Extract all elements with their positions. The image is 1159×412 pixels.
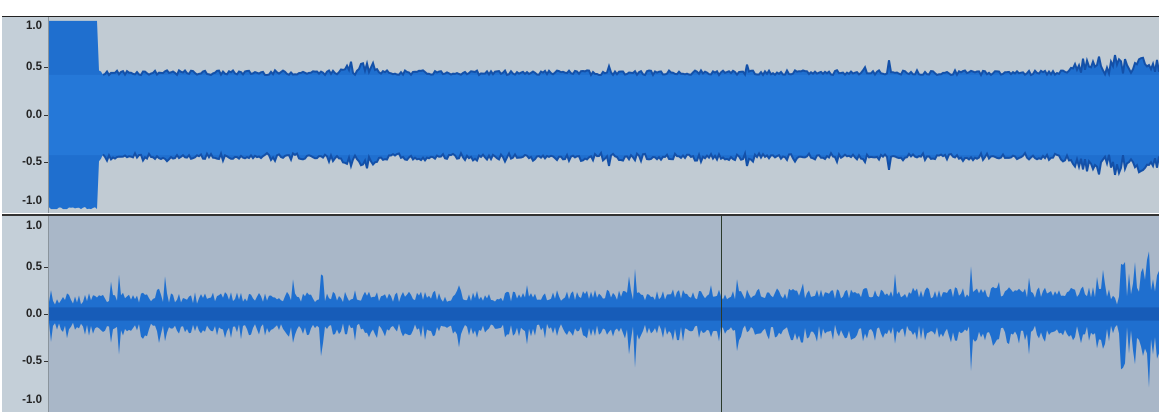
amplitude-ruler-track-1: 1.0 0.5 0.0 -0.5 -1.0: [2, 17, 49, 213]
amplitude-ruler-track-2: 1.0 0.5 0.0 -0.5 -1.0: [2, 216, 49, 412]
ruler-tick: [44, 314, 48, 315]
audio-track-1[interactable]: 1.0 0.5 0.0 -0.5 -1.0: [2, 16, 1159, 213]
ruler-tick: [44, 361, 48, 362]
ruler-label: -0.5: [22, 355, 42, 367]
play-cursor-line[interactable]: [720, 216, 722, 412]
ruler-label: 1.0: [26, 20, 42, 32]
waveform-canvas-track-2[interactable]: [49, 216, 1159, 412]
ruler-tick: [44, 162, 48, 163]
ruler-label: 0.0: [26, 109, 42, 121]
ruler-label: 0.0: [26, 308, 42, 320]
waveform-envelope-bottom: [102, 149, 1159, 177]
waveform-canvas-track-1[interactable]: [49, 17, 1159, 213]
waveform-rms-band: [49, 307, 1159, 321]
ruler-tick: [44, 267, 48, 268]
ruler-label: -0.5: [22, 156, 42, 168]
ruler-label: 0.5: [26, 61, 42, 73]
ruler-label: -1.0: [22, 195, 42, 207]
ruler-tick: [44, 67, 48, 68]
waveform-envelope-top: [102, 54, 1159, 78]
waveform-track-1: [49, 20, 1159, 210]
waveform-rms-band: [49, 74, 1159, 156]
ruler-label: 0.5: [26, 261, 42, 273]
waveform-track-2: [49, 251, 1159, 388]
ruler-label: -1.0: [22, 394, 42, 406]
ruler-tick: [44, 115, 48, 116]
audio-track-2[interactable]: 1.0 0.5 0.0 -0.5 -1.0: [2, 214, 1159, 412]
ruler-label: 1.0: [26, 220, 42, 232]
